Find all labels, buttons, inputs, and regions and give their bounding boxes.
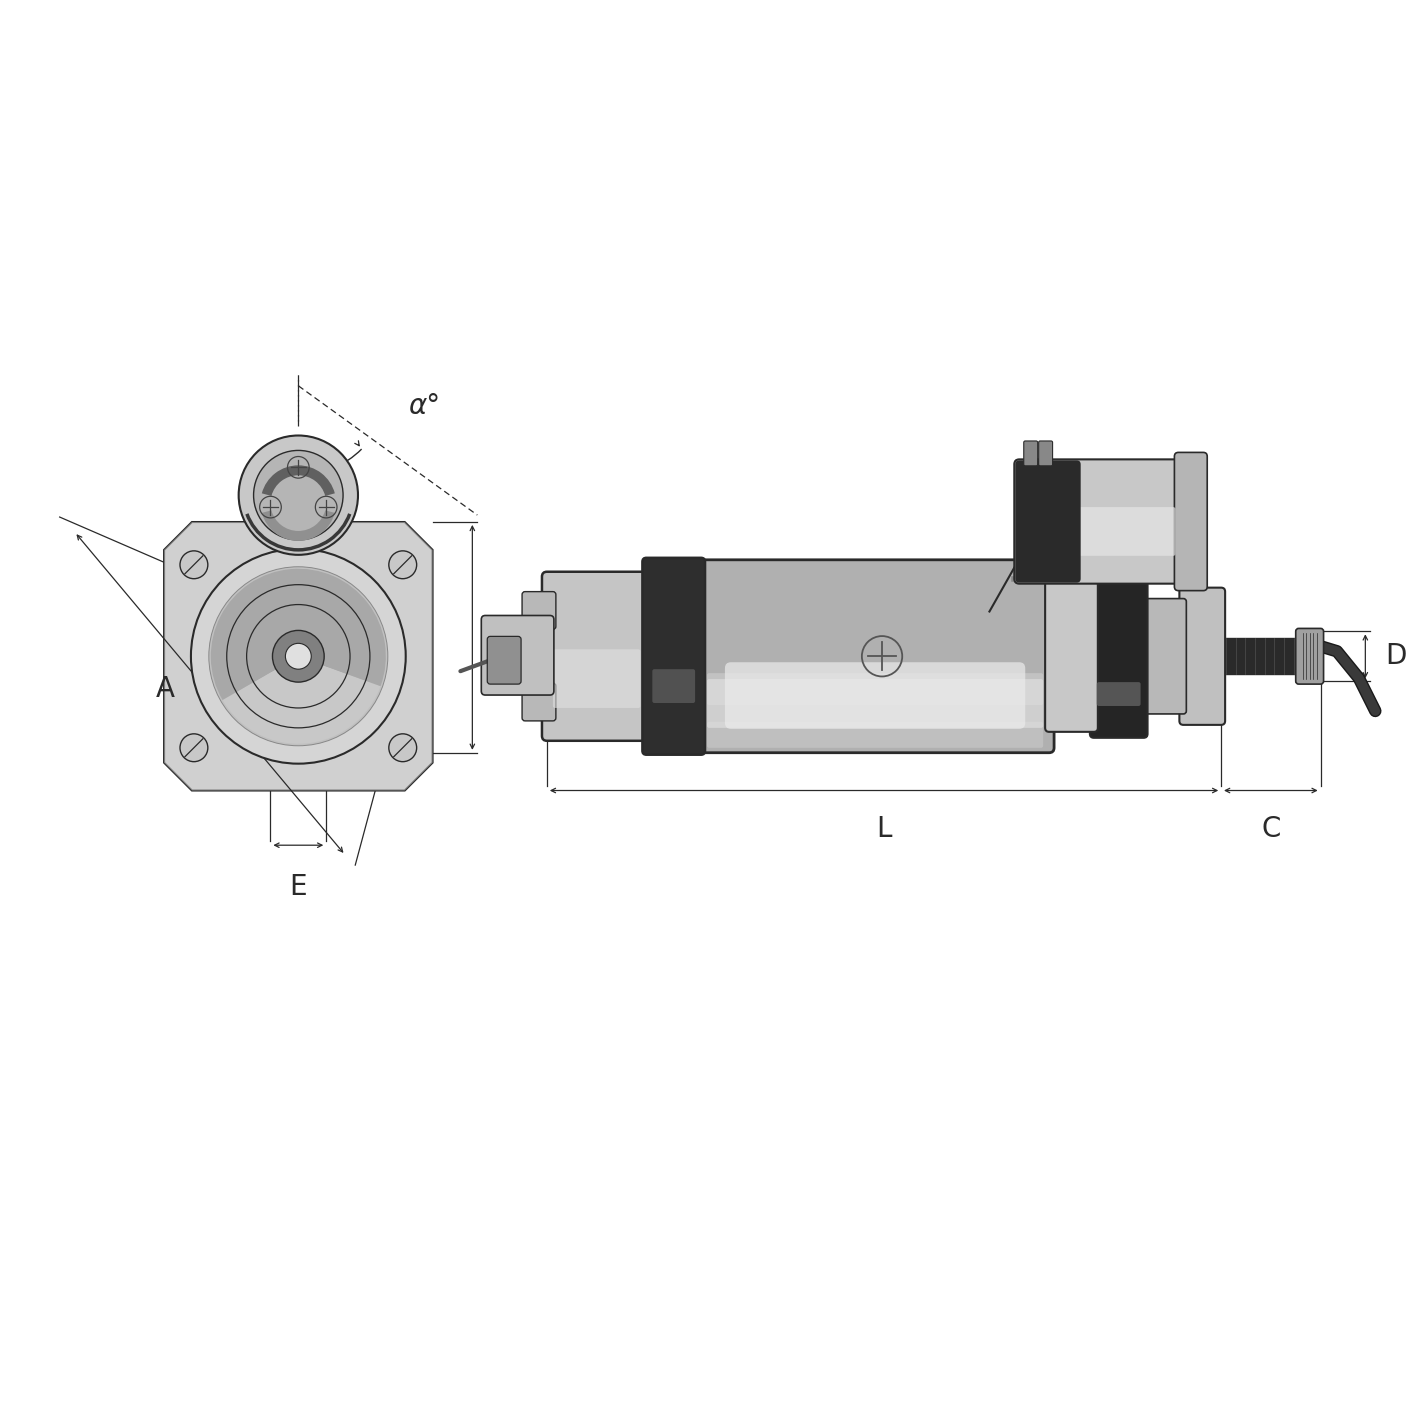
- FancyBboxPatch shape: [481, 616, 554, 695]
- FancyBboxPatch shape: [522, 592, 555, 630]
- FancyBboxPatch shape: [246, 502, 350, 527]
- Text: D: D: [1385, 643, 1406, 671]
- Circle shape: [253, 450, 343, 540]
- FancyBboxPatch shape: [522, 683, 555, 721]
- FancyBboxPatch shape: [707, 721, 1043, 748]
- Circle shape: [180, 734, 208, 762]
- FancyBboxPatch shape: [1090, 575, 1147, 738]
- FancyBboxPatch shape: [1140, 599, 1187, 714]
- FancyBboxPatch shape: [1028, 508, 1175, 555]
- FancyBboxPatch shape: [1039, 441, 1053, 465]
- Circle shape: [273, 630, 325, 682]
- FancyBboxPatch shape: [1015, 460, 1081, 582]
- FancyBboxPatch shape: [1222, 638, 1299, 673]
- Text: B: B: [495, 623, 513, 651]
- Circle shape: [246, 605, 350, 709]
- Circle shape: [209, 567, 388, 745]
- Circle shape: [191, 548, 406, 763]
- FancyBboxPatch shape: [1296, 628, 1323, 685]
- Wedge shape: [211, 569, 385, 700]
- FancyBboxPatch shape: [488, 637, 522, 685]
- Polygon shape: [165, 522, 433, 790]
- Text: A: A: [156, 675, 176, 703]
- Circle shape: [389, 551, 416, 579]
- FancyBboxPatch shape: [652, 669, 695, 703]
- FancyBboxPatch shape: [1045, 581, 1098, 733]
- Wedge shape: [222, 657, 381, 744]
- Circle shape: [389, 734, 416, 762]
- FancyBboxPatch shape: [1024, 441, 1038, 465]
- Wedge shape: [262, 465, 335, 496]
- FancyBboxPatch shape: [643, 558, 704, 755]
- Circle shape: [239, 436, 359, 555]
- Text: α°: α°: [408, 392, 440, 419]
- FancyBboxPatch shape: [1174, 453, 1208, 591]
- FancyBboxPatch shape: [725, 662, 1025, 728]
- FancyBboxPatch shape: [1014, 460, 1188, 583]
- Text: E: E: [290, 873, 307, 901]
- Text: C: C: [1261, 815, 1281, 844]
- FancyBboxPatch shape: [1180, 588, 1225, 725]
- FancyBboxPatch shape: [707, 679, 1043, 728]
- FancyBboxPatch shape: [553, 650, 640, 709]
- Polygon shape: [165, 522, 433, 790]
- FancyBboxPatch shape: [696, 560, 1054, 752]
- Circle shape: [180, 551, 208, 579]
- Circle shape: [226, 585, 370, 728]
- Circle shape: [267, 624, 330, 688]
- FancyBboxPatch shape: [707, 673, 1043, 704]
- FancyBboxPatch shape: [541, 572, 651, 741]
- Text: L: L: [876, 815, 891, 844]
- Wedge shape: [262, 510, 335, 541]
- Circle shape: [285, 644, 311, 669]
- FancyBboxPatch shape: [1097, 682, 1140, 706]
